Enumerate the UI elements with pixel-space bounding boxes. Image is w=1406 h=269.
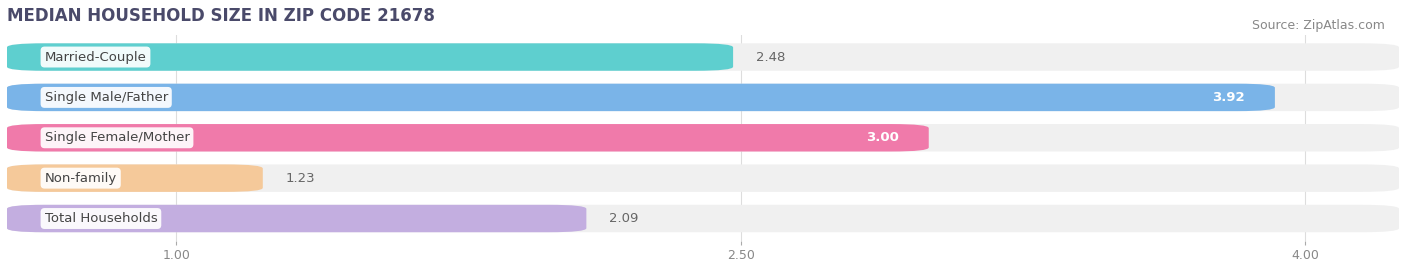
FancyBboxPatch shape <box>7 84 1399 111</box>
Text: Total Households: Total Households <box>45 212 157 225</box>
Text: 2.48: 2.48 <box>755 51 785 63</box>
FancyBboxPatch shape <box>7 164 263 192</box>
FancyBboxPatch shape <box>7 43 733 71</box>
FancyBboxPatch shape <box>7 124 929 151</box>
Text: Non-family: Non-family <box>45 172 117 185</box>
Text: Source: ZipAtlas.com: Source: ZipAtlas.com <box>1251 19 1385 32</box>
Text: 3.00: 3.00 <box>866 131 898 144</box>
FancyBboxPatch shape <box>7 43 1399 71</box>
FancyBboxPatch shape <box>7 205 586 232</box>
Text: Single Female/Mother: Single Female/Mother <box>45 131 190 144</box>
FancyBboxPatch shape <box>7 205 1399 232</box>
Text: MEDIAN HOUSEHOLD SIZE IN ZIP CODE 21678: MEDIAN HOUSEHOLD SIZE IN ZIP CODE 21678 <box>7 7 434 25</box>
Text: Single Male/Father: Single Male/Father <box>45 91 167 104</box>
FancyBboxPatch shape <box>7 164 1399 192</box>
FancyBboxPatch shape <box>7 124 1399 151</box>
Text: 3.92: 3.92 <box>1212 91 1244 104</box>
Text: Married-Couple: Married-Couple <box>45 51 146 63</box>
Text: 1.23: 1.23 <box>285 172 315 185</box>
Text: 2.09: 2.09 <box>609 212 638 225</box>
FancyBboxPatch shape <box>7 84 1275 111</box>
